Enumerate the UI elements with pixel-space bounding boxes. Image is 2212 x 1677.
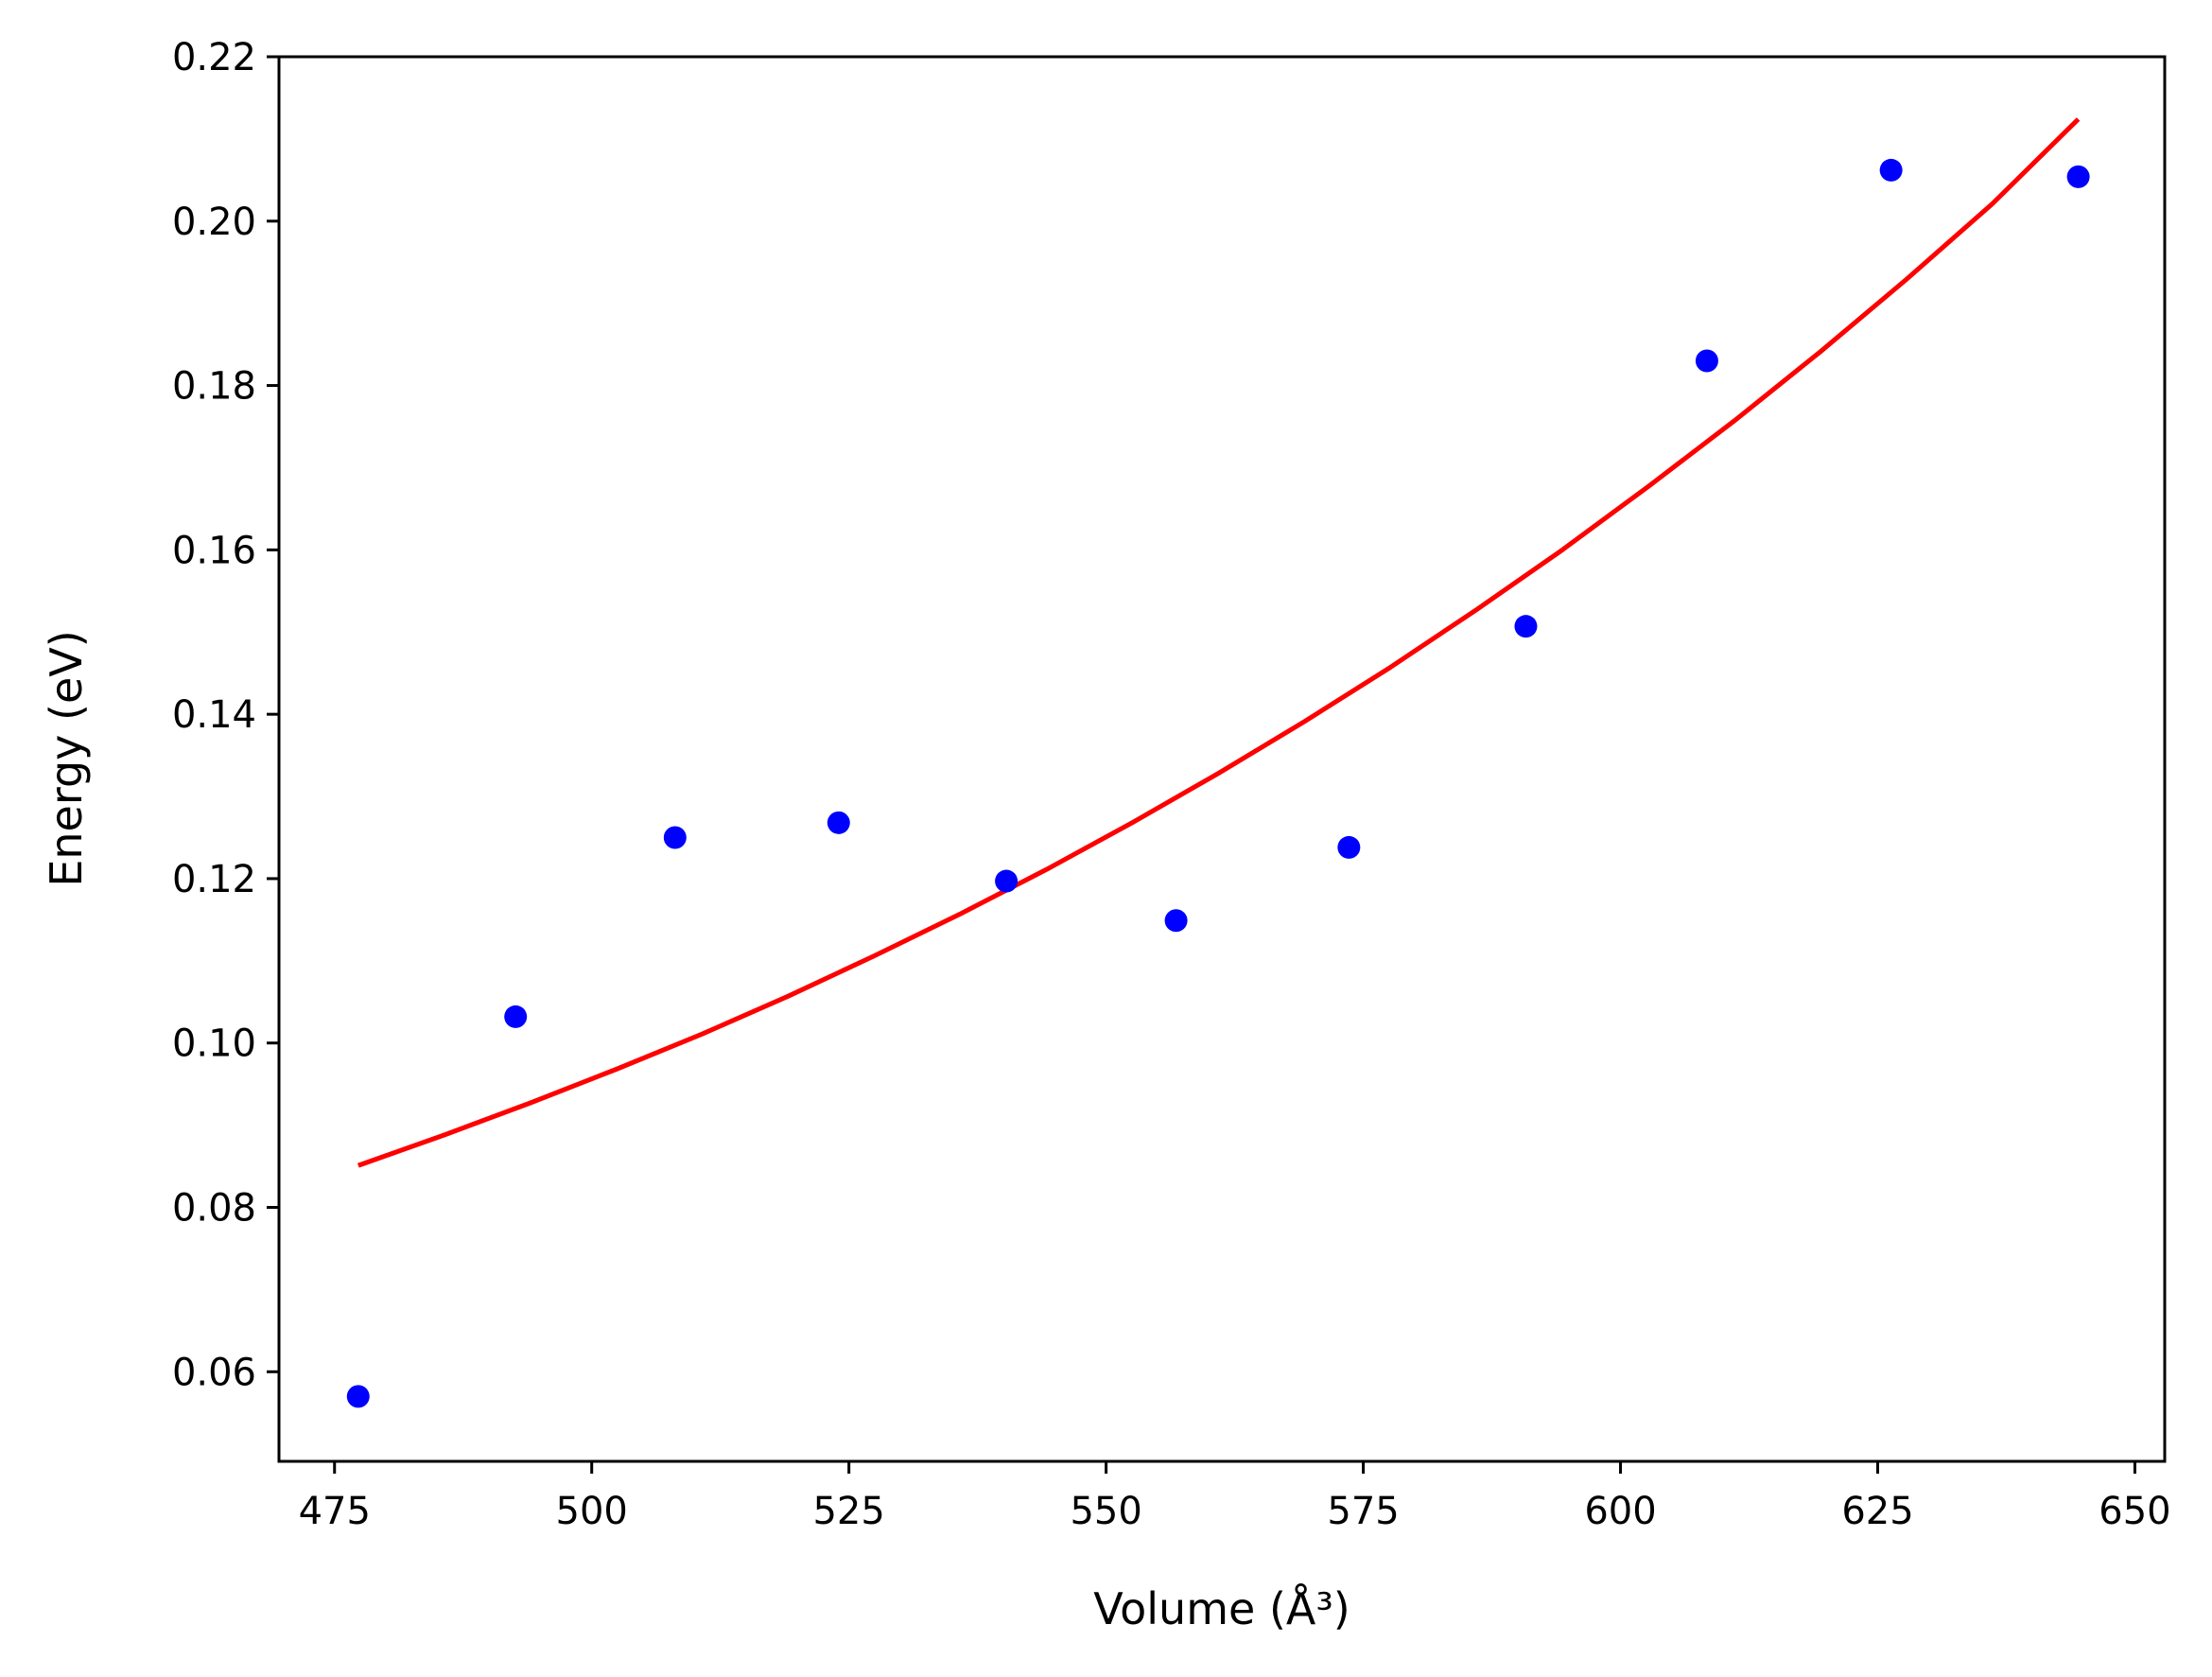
data-point xyxy=(1164,909,1188,933)
plot-frame xyxy=(277,55,2167,1463)
x-tick-label: 625 xyxy=(1841,1490,1913,1533)
data-point xyxy=(2066,165,2090,188)
data-point xyxy=(1879,158,1903,182)
y-tick-label: 0.06 xyxy=(172,1351,256,1394)
y-tick-label: 0.10 xyxy=(172,1022,256,1066)
y-tick-label: 0.12 xyxy=(172,858,256,901)
y-tick-label: 0.18 xyxy=(172,365,256,409)
y-tick-label: 0.14 xyxy=(172,693,256,737)
y-axis-title: Energy (eV) xyxy=(41,630,92,886)
data-point xyxy=(1337,835,1361,859)
y-tick-label: 0.16 xyxy=(172,529,256,572)
x-tick-label: 525 xyxy=(812,1490,884,1533)
data-point xyxy=(1695,349,1718,373)
x-tick-label: 550 xyxy=(1070,1490,1141,1533)
fit-line-layer xyxy=(357,117,2081,1168)
x-tick-label: 500 xyxy=(556,1490,628,1533)
data-point xyxy=(1514,615,1538,638)
x-axis-ticks: 475 500 525 550 575 600 625 650 xyxy=(299,1461,2171,1533)
x-tick-label: 575 xyxy=(1327,1490,1399,1533)
data-point xyxy=(346,1385,370,1408)
fit-curve xyxy=(357,117,2081,1168)
data-point xyxy=(504,1004,528,1028)
y-tick-label: 0.22 xyxy=(172,36,256,79)
x-tick-label: 475 xyxy=(299,1490,371,1533)
x-axis-title: Volume (Å³) xyxy=(1093,1583,1350,1634)
data-point xyxy=(663,826,687,849)
x-tick-label: 600 xyxy=(1584,1490,1656,1533)
data-point xyxy=(827,811,850,834)
x-tick-label: 650 xyxy=(2099,1490,2170,1533)
data-point xyxy=(995,869,1019,893)
y-tick-label: 0.20 xyxy=(172,201,256,244)
y-axis-ticks: 0.06 0.08 0.10 0.12 0.14 0.16 0.18 0.20 0.22 xyxy=(172,36,279,1394)
y-tick-label: 0.08 xyxy=(172,1187,256,1231)
scatter-points-layer xyxy=(346,158,2090,1408)
plot-area-content xyxy=(346,117,2090,1408)
